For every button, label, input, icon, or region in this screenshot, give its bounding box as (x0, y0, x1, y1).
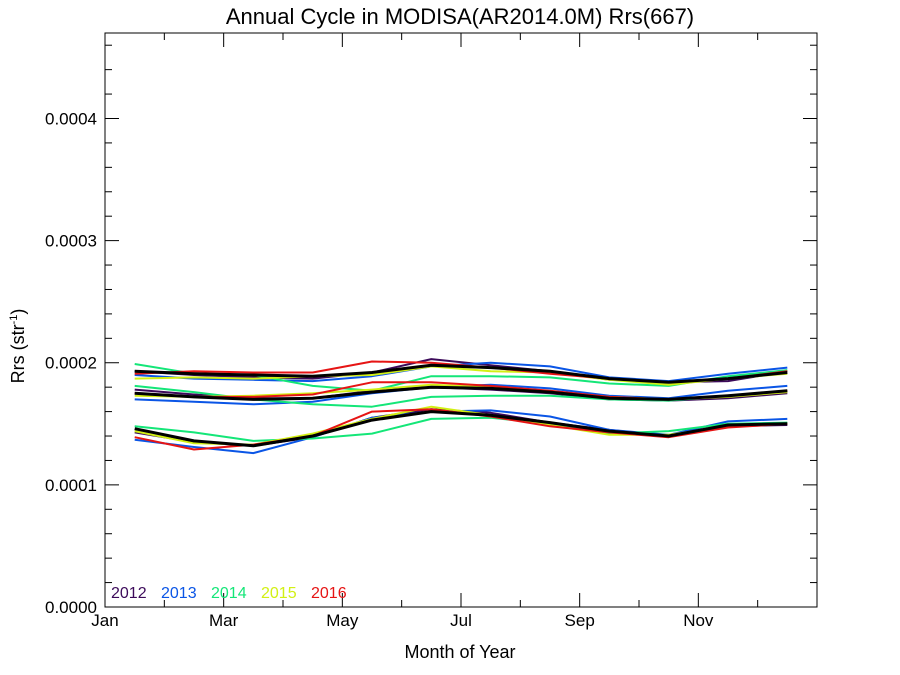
legend-item-2016: 2016 (311, 585, 347, 602)
series-line-mean-17 (134, 410, 788, 448)
series-line-mean-11 (134, 385, 788, 401)
chart-title: Annual Cycle in MODISA(AR2014.0M) Rrs(66… (226, 4, 694, 29)
x-axis-label: Month of Year (404, 642, 515, 662)
x-tick-label: Jul (450, 611, 472, 630)
x-tick-label: Sep (565, 611, 595, 630)
x-tick-label: Nov (683, 611, 714, 630)
y-axis-label-main: Rrs (str (8, 324, 28, 383)
legend-item-2015: 2015 (261, 585, 297, 602)
legend-item-2013: 2013 (161, 585, 197, 602)
x-tick-label: Jan (91, 611, 118, 630)
series-layer (134, 358, 788, 455)
series-line-mean-5 (134, 363, 788, 384)
x-tick-label: Mar (209, 611, 239, 630)
y-tick-label: 0.0003 (45, 232, 97, 251)
legend-item-2012: 2012 (111, 585, 147, 602)
y-axis-label-superscript: -1 (8, 315, 20, 325)
series-line-2014-14 (134, 416, 788, 442)
y-axis-label: Rrs (str-1) (8, 309, 28, 384)
series-line-2015-3 (134, 365, 788, 386)
y-tick-label: 0.0002 (45, 354, 97, 373)
legend-item-2014: 2014 (211, 585, 247, 602)
legend: 2012 2013 2014 2015 2016 (111, 585, 347, 602)
y-tick-label: 0.0000 (45, 598, 97, 617)
y-tick-label: 0.0004 (45, 109, 97, 128)
plot-frame (104, 32, 818, 608)
ticks-layer: Jan Mar May Jul Sep Nov 0.0000 0.0001 0.0002 0.00… (45, 33, 818, 630)
x-tick-label: May (326, 611, 359, 630)
y-tick-label: 0.0001 (45, 476, 97, 495)
y-axis-label-close: ) (8, 309, 28, 315)
